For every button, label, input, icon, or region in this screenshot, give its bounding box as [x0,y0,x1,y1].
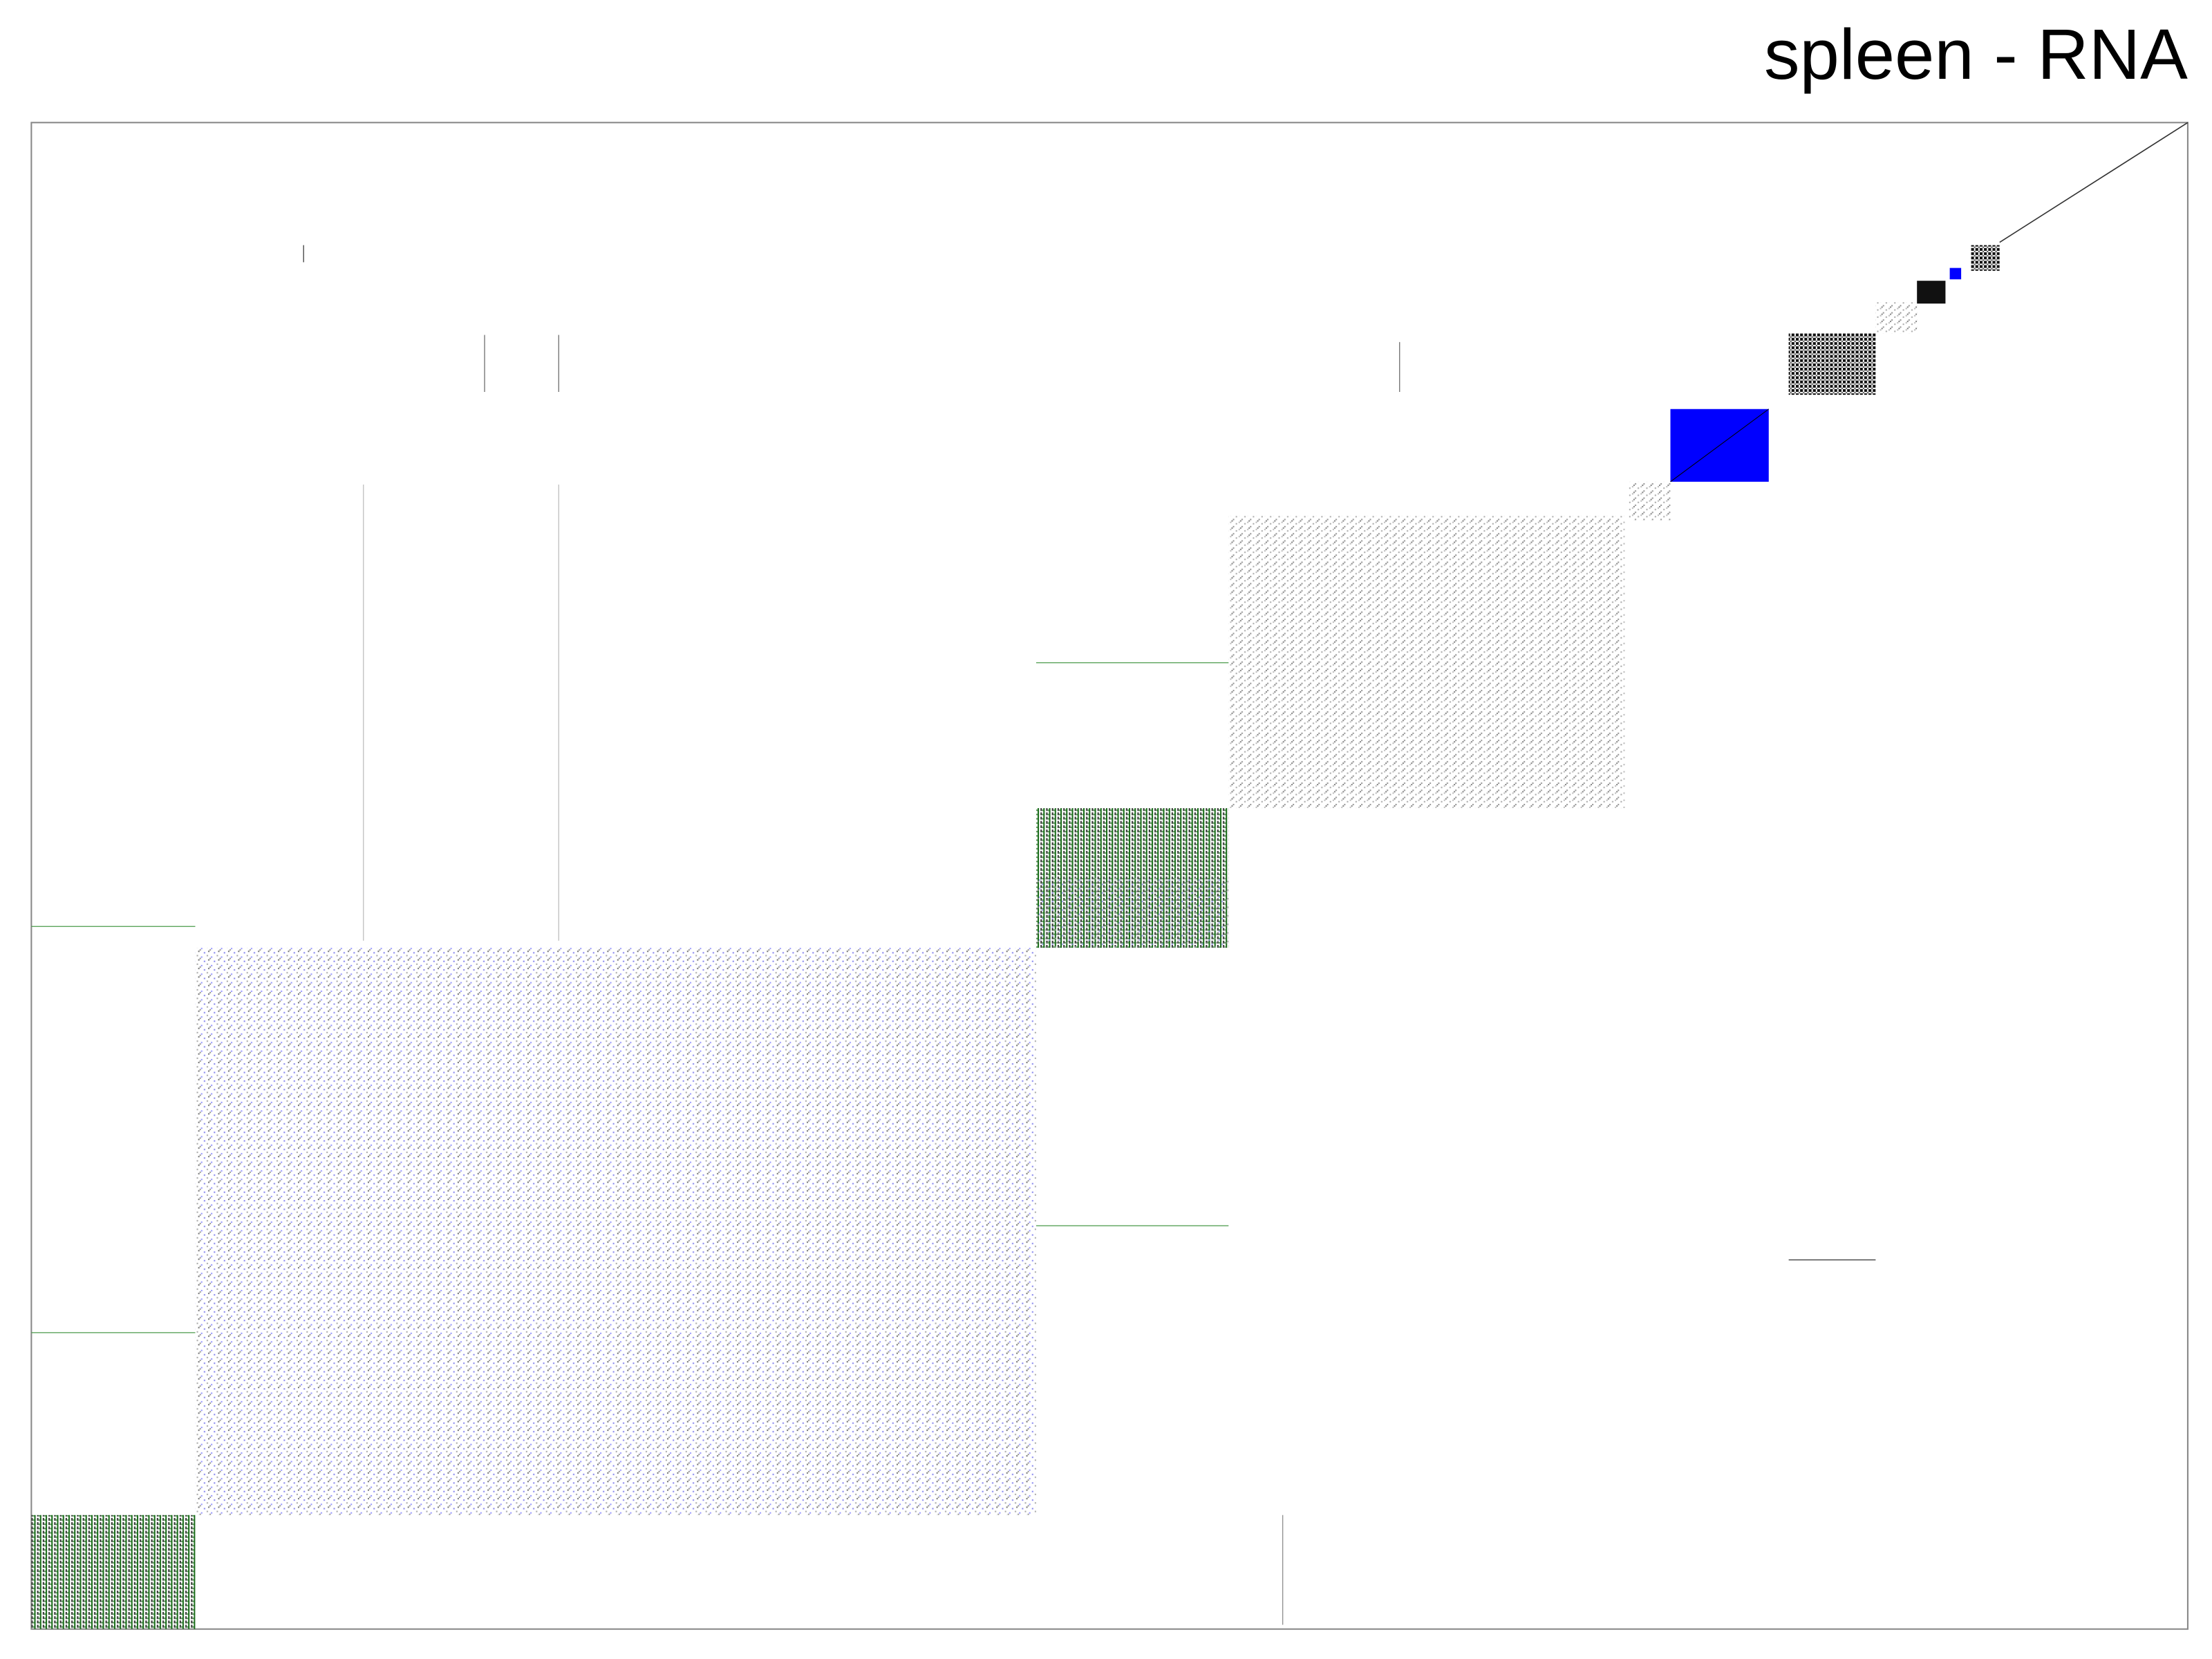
title: spleen - RNA [1764,15,2188,94]
block [31,1515,196,1629]
block [1228,516,1625,809]
block [1788,333,1876,395]
diagonal [1670,409,1770,482]
block [1035,877,1229,948]
block [1949,268,1962,280]
diagonal [1999,122,2188,243]
block [1629,481,1671,521]
block [195,948,1036,1515]
block [1917,281,1946,304]
block [1971,245,2000,271]
sparse-lines [31,245,1876,1625]
block [1875,302,1918,334]
